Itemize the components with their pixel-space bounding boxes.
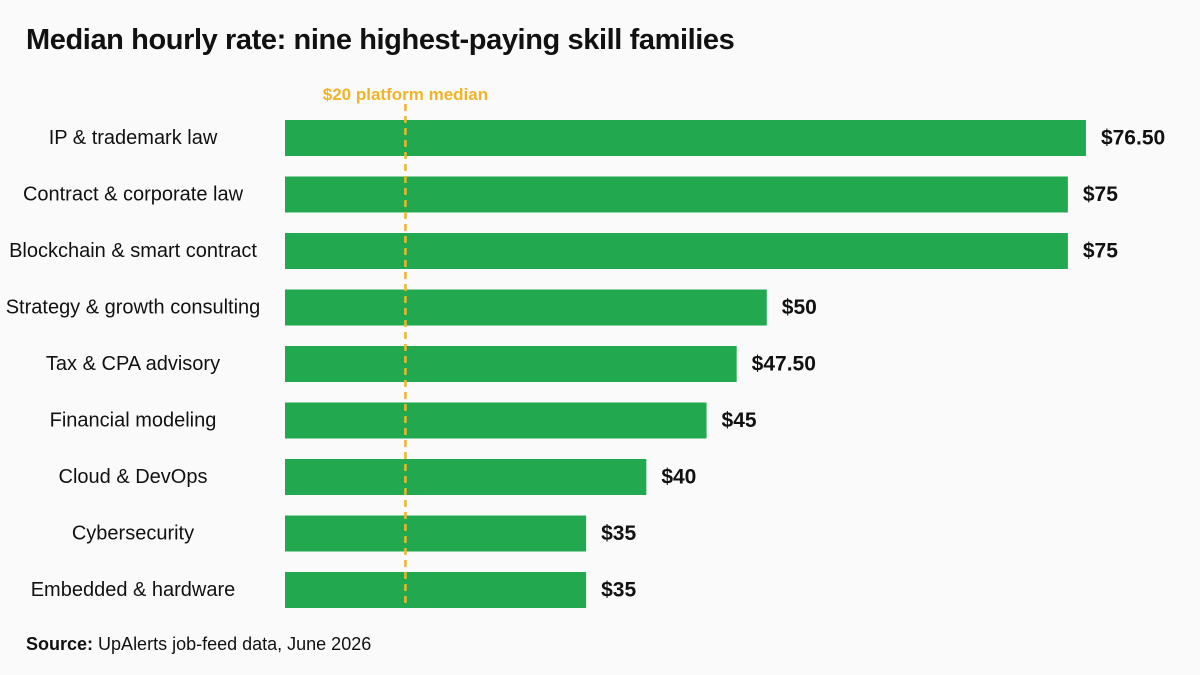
bar-cloud-and-devops (285, 459, 647, 495)
source-text: UpAlerts job-feed data, June 2026 (98, 634, 372, 654)
value-label-blockchain-and-smart-contract: $75 (1083, 240, 1118, 263)
bar-embedded-and-hardware (285, 572, 587, 608)
category-label-embedded-and-hardware: Embedded & hardware (31, 579, 236, 601)
value-label-ip-and-trademark-law: $76.50 (1101, 127, 1165, 150)
chart-title: Median hourly rate: nine highest-paying … (26, 24, 735, 56)
value-label-contract-and-corporate-law: $75 (1083, 183, 1118, 206)
value-labels-group: $76.50 $75 $75 $50 $47.50 $45 $40 $35 $35 (601, 127, 1165, 602)
category-label-strategy-and-growth-consulting: Strategy & growth consulting (6, 297, 261, 319)
category-labels-group: IP & trademark law Contract & corporate l… (6, 127, 261, 601)
value-label-strategy-and-growth-consulting: $50 (782, 296, 817, 319)
category-label-financial-modeling: Financial modeling (50, 410, 217, 432)
bar-strategy-and-growth-consulting (285, 289, 767, 326)
bar-cybersecurity (285, 515, 587, 552)
value-label-tax-and-cpa-advisory: $47.50 (752, 353, 816, 376)
bar-contract-and-corporate-law (285, 176, 1068, 213)
bars-group (285, 120, 1086, 608)
reference-line-group: $20 platform median (323, 85, 488, 608)
category-label-contract-and-corporate-law: Contract & corporate law (23, 184, 244, 206)
value-label-cloud-and-devops: $40 (661, 466, 696, 489)
bar-ip-and-trademark-law (285, 120, 1086, 156)
category-label-blockchain-and-smart-contract: Blockchain & smart contract (9, 240, 257, 262)
category-label-cloud-and-devops: Cloud & DevOps (59, 466, 208, 488)
category-label-ip-and-trademark-law: IP & trademark law (49, 127, 218, 149)
category-label-cybersecurity: Cybersecurity (72, 523, 194, 545)
bar-blockchain-and-smart-contract (285, 233, 1068, 269)
source-prefix: Source: (26, 634, 94, 654)
value-label-financial-modeling: $45 (722, 409, 757, 432)
source-note: Source: UpAlerts job-feed data, June 202… (26, 634, 371, 655)
value-label-cybersecurity: $35 (601, 522, 636, 545)
bar-financial-modeling (285, 402, 707, 439)
bar-tax-and-cpa-advisory (285, 346, 737, 382)
category-label-tax-and-cpa-advisory: Tax & CPA advisory (46, 353, 220, 375)
platform-median-label: $20 platform median (323, 85, 488, 104)
value-label-embedded-and-hardware: $35 (601, 579, 636, 602)
